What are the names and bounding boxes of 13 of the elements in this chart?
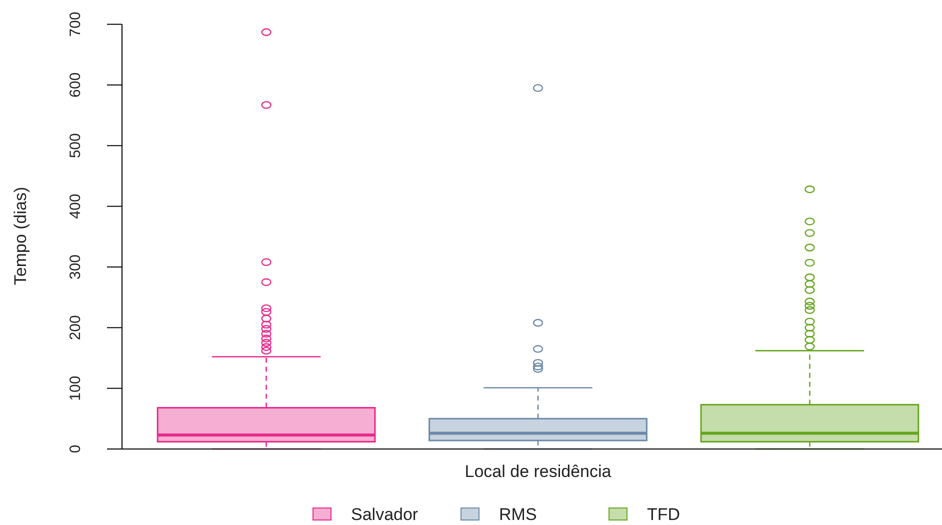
legend-label: RMS <box>499 505 537 524</box>
y-tick-label: 400 <box>67 194 84 219</box>
y-tick-label: 500 <box>67 133 84 158</box>
y-tick-label: 300 <box>67 254 84 280</box>
legend-label: Salvador <box>351 505 418 524</box>
legend-label: TFD <box>647 505 680 524</box>
y-axis-title: Tempo (dias) <box>11 186 30 286</box>
x-axis-title: Local de residência <box>464 462 612 481</box>
y-tick-label: 600 <box>67 72 84 98</box>
y-tick-label: 200 <box>67 315 84 340</box>
y-tick-label: 100 <box>67 376 84 401</box>
y-tick-label: 0 <box>67 444 84 454</box>
y-tick-label: 700 <box>67 12 84 37</box>
